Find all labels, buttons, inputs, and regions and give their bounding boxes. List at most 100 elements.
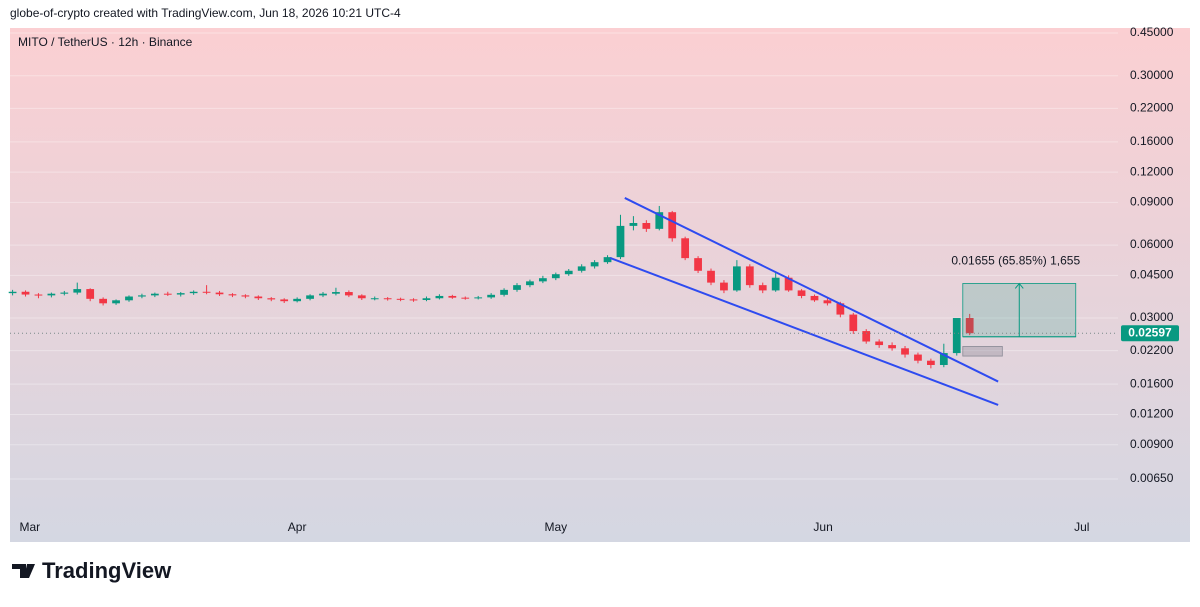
candle-body [435,295,444,299]
chart-background [10,28,1190,542]
candle-body [474,297,483,299]
candle-body [125,296,133,301]
y-tick-label: 0.03000 [1130,310,1174,324]
candle-body [21,291,30,295]
logo: TradingView [12,558,172,583]
candle-body [513,285,521,290]
candle-body [577,266,586,271]
candle-body [810,295,819,301]
candle-body [952,318,961,354]
candle-body [849,314,858,332]
y-tick-label: 0.22000 [1130,101,1174,115]
candle-body [681,238,690,259]
candle-body [332,292,340,294]
candle-body [176,293,185,295]
candle-body [228,294,237,296]
y-tick-label: 0.01200 [1130,407,1174,421]
candle-body [642,223,651,229]
candle-body [655,212,664,229]
candle-body [771,277,780,291]
candle-body [8,291,17,294]
candle-body [965,318,974,334]
y-tick-label: 0.00900 [1130,437,1174,451]
candle-body [590,262,599,267]
candle-body [370,298,379,300]
candle-body [564,270,573,275]
y-tick-label: 0.30000 [1130,68,1174,82]
candle-body [927,360,935,365]
candle-body [150,293,159,296]
candle-body [862,331,871,342]
logo-text: TradingView [42,558,172,583]
candle-body [86,289,95,299]
y-tick-label: 0.12000 [1130,164,1174,178]
candle-body [34,294,43,296]
x-tick-label: Jun [813,520,832,534]
candle-body [344,292,353,296]
candle-body [500,289,508,295]
candle-body [603,257,612,263]
candle-body [306,295,314,299]
candle-body [758,285,767,291]
candle-body [836,303,845,315]
candle-body [280,299,289,302]
candle-body [357,295,366,299]
candle-body [875,341,884,346]
position-label: 0.01655 (65.85%) 1,655 [951,254,1080,268]
candle-body [823,300,832,304]
candle-body [241,295,250,297]
candle-body [99,298,108,304]
candle-body [293,298,302,302]
candle-body [254,296,263,299]
trendline [609,256,999,406]
candle-body [422,298,431,301]
candle-body [383,298,392,300]
candle-body [138,295,146,297]
candle-body [73,289,82,293]
candle-body [616,225,625,258]
candle-body [163,293,172,295]
candle-body [189,291,198,294]
candle-body [914,354,922,361]
candle-body [888,345,896,349]
candle-body [319,293,327,296]
candle-body [551,274,560,279]
trendline [624,197,999,383]
candle-body [267,298,276,300]
candle-body [112,300,120,304]
candle-body [901,348,909,355]
y-tick-label: 0.04500 [1130,268,1174,282]
x-tick-label: Apr [288,520,307,534]
candle-body [526,281,534,286]
y-tick-label: 0.00650 [1130,471,1174,485]
x-tick-label: Mar [19,520,40,534]
candle-body [707,270,715,283]
x-tick-label: May [544,520,567,534]
candle-body [939,353,948,365]
candle-body [202,291,211,293]
candle-body [797,290,806,296]
last-price-label: 0.02597 [1128,325,1172,339]
candle-body [47,293,56,296]
candle-body [409,299,418,301]
candle-body [733,266,741,291]
y-tick-label: 0.06000 [1130,237,1174,251]
stop-zone [962,346,1003,357]
candle-body [694,258,702,271]
y-tick-label: 0.01600 [1130,376,1174,390]
y-tick-label: 0.02200 [1130,343,1174,357]
candle-body [487,294,496,298]
x-tick-label: Jul [1074,520,1089,534]
candle-body [720,282,728,291]
candle-body [538,278,547,282]
candle-body [396,298,405,300]
candle-body [215,292,224,295]
candle-body [629,223,638,226]
candle-body [461,297,470,299]
candle-body [60,292,69,294]
last-price-tag [1121,325,1179,342]
candle-body [668,212,677,239]
candle-body [745,266,754,286]
y-tick-label: 0.45000 [1130,25,1174,39]
